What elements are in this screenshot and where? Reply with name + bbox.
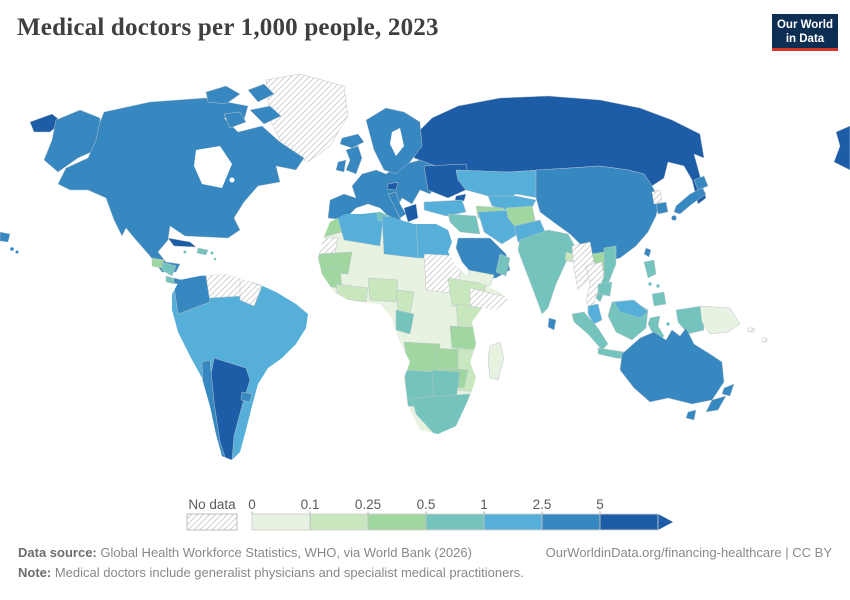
- great-lakes: [229, 177, 235, 183]
- note-label: Note:: [18, 565, 52, 581]
- region-hispaniola[interactable]: [196, 247, 209, 256]
- region-honduras-nicaragua[interactable]: [161, 261, 177, 277]
- region-bangladesh[interactable]: [564, 251, 575, 263]
- legend-color-bar[interactable]: [251, 513, 673, 531]
- region-north-korea[interactable]: [651, 189, 663, 205]
- svg-text:0: 0: [248, 497, 256, 512]
- region-iraq-syria[interactable]: [447, 213, 481, 235]
- region-north-america[interactable]: [57, 97, 305, 273]
- region-malaysia-peninsula[interactable]: [587, 303, 603, 325]
- svg-text:1: 1: [480, 497, 488, 512]
- no-data-swatch[interactable]: [186, 513, 238, 531]
- region-madagascar[interactable]: [487, 341, 505, 381]
- region-thailand[interactable]: [585, 261, 605, 311]
- region-nigeria[interactable]: [367, 277, 399, 303]
- note-text: Medical doctors include generalist physi…: [51, 565, 524, 581]
- legend-ticks: 0 0.1 0.25 0.5 1 2.5 5: [248, 497, 604, 512]
- legend-bin-separators: [309, 514, 601, 530]
- svg-text:0.25: 0.25: [355, 497, 381, 512]
- region-hawaii[interactable]: [10, 247, 19, 254]
- region-somalia[interactable]: [469, 287, 510, 325]
- region-algeria[interactable]: [335, 210, 385, 247]
- legend-arrow: [658, 514, 673, 530]
- note-line: Note: Medical doctors include generalist…: [18, 563, 524, 583]
- region-cuba[interactable]: [167, 237, 197, 248]
- region-libya[interactable]: [381, 215, 421, 259]
- region-congo-gabon[interactable]: [395, 309, 415, 335]
- svg-text:5: 5: [596, 497, 604, 512]
- region-alaska[interactable]: [43, 109, 101, 173]
- owid-logo[interactable]: Our World in Data: [772, 14, 838, 51]
- region-new-zealand[interactable]: [705, 383, 735, 413]
- world-map[interactable]: [0, 62, 850, 492]
- data-source-label: Data source:: [18, 545, 97, 560]
- region-ghana-cote-divoire[interactable]: [335, 283, 369, 303]
- region-europe-mainland[interactable]: [327, 159, 439, 227]
- gulf-of-bothnia: [390, 128, 404, 156]
- region-canadian-arctic-islands[interactable]: [205, 83, 282, 129]
- region-uruguay[interactable]: [240, 391, 253, 403]
- region-sumatra[interactable]: [571, 311, 609, 351]
- page-title: Medical doctors per 1,000 people, 2023: [17, 14, 439, 41]
- region-georgia[interactable]: [454, 193, 467, 202]
- region-cambodia[interactable]: [597, 281, 613, 297]
- region-philippines[interactable]: [643, 259, 674, 334]
- region-turkey[interactable]: [423, 199, 467, 217]
- region-greece[interactable]: [403, 203, 419, 223]
- region-kazakhstan[interactable]: [455, 169, 549, 205]
- region-fiji[interactable]: [761, 337, 768, 343]
- svg-text:0.5: 0.5: [417, 497, 436, 512]
- region-south-korea[interactable]: [655, 201, 669, 215]
- region-oman[interactable]: [495, 253, 511, 277]
- region-saudi-arabia[interactable]: [455, 237, 511, 279]
- region-greenland[interactable]: [265, 73, 349, 163]
- owid-logo-line1: Our World: [776, 19, 833, 32]
- region-japan[interactable]: [671, 175, 709, 221]
- region-angola[interactable]: [403, 341, 441, 373]
- region-papua-new-guinea[interactable]: [699, 305, 741, 335]
- region-sri-lanka[interactable]: [547, 317, 557, 331]
- svg-text:0.1: 0.1: [301, 497, 320, 512]
- owid-link[interactable]: OurWorldinData.org/financing-healthcare …: [545, 545, 832, 560]
- region-lesser-antilles[interactable]: [183, 250, 217, 261]
- region-myanmar[interactable]: [571, 241, 595, 291]
- region-taiwan[interactable]: [643, 247, 652, 258]
- region-guyanas[interactable]: [239, 277, 263, 307]
- region-solomon-islands[interactable]: [747, 327, 755, 333]
- owid-logo-line2: in Data: [785, 32, 825, 45]
- footer-left: Data source: Global Health Workforce Sta…: [18, 543, 524, 583]
- region-colombia[interactable]: [172, 270, 211, 315]
- region-costa-rica[interactable]: [165, 275, 177, 285]
- region-egypt[interactable]: [415, 217, 453, 259]
- region-iceland[interactable]: [339, 133, 365, 149]
- region-ireland[interactable]: [335, 159, 347, 173]
- region-austria[interactable]: [386, 181, 399, 191]
- region-tasmania[interactable]: [685, 409, 697, 421]
- region-pacific-fragment[interactable]: [0, 231, 11, 243]
- map-legend: No data 0 0.1 0.25 0.5 1 2.5 5: [186, 497, 673, 531]
- svg-text:2.5: 2.5: [533, 497, 552, 512]
- region-russia-east-wrap[interactable]: [833, 125, 850, 171]
- region-china-mongolia[interactable]: [535, 165, 661, 263]
- region-australia[interactable]: [619, 327, 725, 405]
- region-kenya[interactable]: [455, 303, 483, 331]
- no-data-label: No data: [188, 497, 236, 512]
- region-tanzania[interactable]: [449, 325, 481, 351]
- great-lakes: [221, 173, 227, 179]
- owid-logo-accent-strip: [772, 48, 838, 51]
- data-source-line: Data source: Global Health Workforce Sta…: [18, 543, 524, 563]
- data-source-text: Global Health Workforce Statistics, WHO,…: [96, 545, 472, 560]
- region-new-guinea-west[interactable]: [675, 305, 705, 335]
- region-borneo-malaysia[interactable]: [613, 299, 649, 319]
- region-india[interactable]: [517, 229, 577, 315]
- region-united-kingdom[interactable]: [345, 145, 363, 175]
